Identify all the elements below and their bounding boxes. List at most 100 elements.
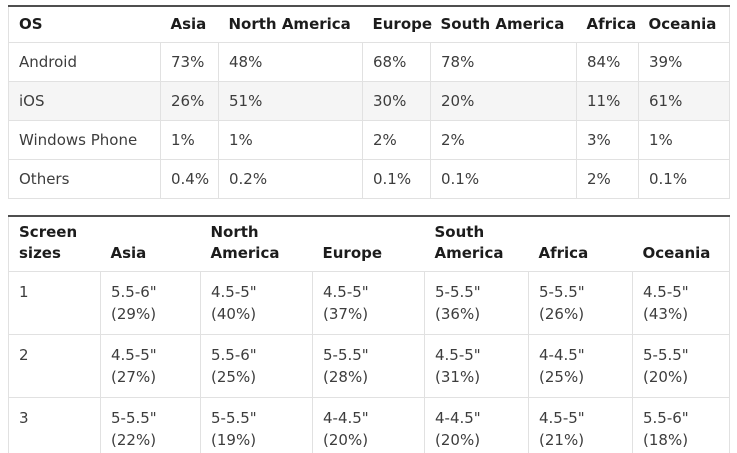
size-range: 5-5.5"	[435, 283, 481, 301]
size-share: (36%)	[435, 305, 481, 323]
value-cell: 11%	[576, 81, 639, 121]
size-range: 5-5.5"	[643, 346, 689, 364]
size-range: 5-5.5"	[111, 409, 157, 427]
size-share: (28%)	[323, 368, 369, 386]
value-cell: 2%	[430, 120, 577, 160]
size-share: (20%)	[435, 431, 481, 449]
value-cell: 0.4%	[160, 159, 219, 199]
column-header-africa: Africa	[576, 6, 639, 43]
row-label-cell: 2	[8, 334, 101, 398]
size-share: (25%)	[539, 368, 585, 386]
size-share: (20%)	[643, 368, 689, 386]
row-label-cell: Android	[8, 42, 161, 82]
table-row-rank-2: 2 4.5-5" (27%) 5.5-6" (25%) 5-5.5" (28%)…	[8, 334, 730, 398]
column-header-oceania: Oceania	[632, 216, 730, 272]
size-cell: 5.5-6" (29%)	[100, 271, 201, 335]
size-cell: 4.5-5" (27%)	[100, 334, 201, 398]
size-cell: 5-5.5" (28%)	[312, 334, 425, 398]
os-table-header-row: OS Asia North America Europe South Ameri…	[8, 6, 730, 43]
size-share: (25%)	[211, 368, 257, 386]
value-cell: 73%	[160, 42, 219, 82]
row-label-cell: 3	[8, 397, 101, 453]
row-label-cell: Others	[8, 159, 161, 199]
size-range: 4-4.5"	[435, 409, 481, 427]
table-row-rank-3: 3 5-5.5" (22%) 5-5.5" (19%) 4-4.5" (20%)…	[8, 397, 730, 453]
value-cell: 26%	[160, 81, 219, 121]
size-range: 4-4.5"	[539, 346, 585, 364]
value-cell: 1%	[218, 120, 363, 160]
size-cell: 4.5-5" (37%)	[312, 271, 425, 335]
size-range: 5-5.5"	[211, 409, 257, 427]
size-share: (37%)	[323, 305, 369, 323]
table-row-others: Others 0.4% 0.2% 0.1% 0.1% 2% 0.1%	[8, 159, 730, 199]
value-cell: 68%	[362, 42, 431, 82]
value-cell: 20%	[430, 81, 577, 121]
column-header-oceania: Oceania	[638, 6, 730, 43]
size-share: (29%)	[111, 305, 157, 323]
size-cell: 5-5.5" (19%)	[200, 397, 313, 453]
value-cell: 0.1%	[638, 159, 730, 199]
size-share: (19%)	[211, 431, 257, 449]
size-range: 5-5.5"	[323, 346, 369, 364]
os-table: OS Asia North America Europe South Ameri…	[8, 5, 730, 199]
size-range: 4.5-5"	[323, 283, 369, 301]
value-cell: 0.1%	[430, 159, 577, 199]
size-cell: 5-5.5" (20%)	[632, 334, 730, 398]
size-range: 4.5-5"	[643, 283, 689, 301]
value-cell: 2%	[576, 159, 639, 199]
column-header-europe: Europe	[312, 216, 425, 272]
row-label-cell: 1	[8, 271, 101, 335]
row-label-cell: iOS	[8, 81, 161, 121]
size-share: (22%)	[111, 431, 157, 449]
size-range: 5.5-6"	[211, 346, 257, 364]
column-header-africa: Africa	[528, 216, 633, 272]
screen-table-header-row: Screen sizes Asia North America Europe S…	[8, 216, 730, 272]
size-cell: 4-4.5" (20%)	[424, 397, 529, 453]
value-cell: 0.2%	[218, 159, 363, 199]
size-cell: 5.5-6" (18%)	[632, 397, 730, 453]
size-cell: 4.5-5" (21%)	[528, 397, 633, 453]
size-share: (18%)	[643, 431, 689, 449]
value-cell: 3%	[576, 120, 639, 160]
size-range: 4-4.5"	[323, 409, 369, 427]
value-cell: 0.1%	[362, 159, 431, 199]
size-share: (20%)	[323, 431, 369, 449]
size-cell: 4-4.5" (25%)	[528, 334, 633, 398]
column-header-south-america: South America	[424, 216, 529, 272]
table-row-rank-1: 1 5.5-6" (29%) 4.5-5" (40%) 4.5-5" (37%)…	[8, 271, 730, 335]
table-row-windows-phone: Windows Phone 1% 1% 2% 2% 3% 1%	[8, 120, 730, 160]
row-label-cell: Windows Phone	[8, 120, 161, 160]
size-range: 5.5-6"	[643, 409, 689, 427]
size-cell: 4.5-5" (43%)	[632, 271, 730, 335]
size-cell: 5-5.5" (26%)	[528, 271, 633, 335]
screen-sizes-table: Screen sizes Asia North America Europe S…	[8, 215, 730, 453]
size-range: 5.5-6"	[111, 283, 157, 301]
column-header-os: OS	[8, 6, 161, 43]
size-range: 4.5-5"	[539, 409, 585, 427]
size-share: (27%)	[111, 368, 157, 386]
value-cell: 1%	[638, 120, 730, 160]
size-range: 5-5.5"	[539, 283, 585, 301]
column-header-screen-sizes: Screen sizes	[8, 216, 101, 272]
size-range: 4.5-5"	[111, 346, 157, 364]
size-range: 4.5-5"	[435, 346, 481, 364]
column-header-asia: Asia	[160, 6, 219, 43]
size-share: (43%)	[643, 305, 689, 323]
column-header-north-america: North America	[200, 216, 313, 272]
column-header-europe: Europe	[362, 6, 432, 43]
table-row-android: Android 73% 48% 68% 78% 84% 39%	[8, 42, 730, 82]
size-cell: 5.5-6" (25%)	[200, 334, 313, 398]
size-share: (40%)	[211, 305, 257, 323]
column-header-north-america: North America	[218, 6, 363, 43]
size-range: 4.5-5"	[211, 283, 257, 301]
value-cell: 1%	[160, 120, 219, 160]
value-cell: 2%	[362, 120, 431, 160]
column-header-south-america: South America	[430, 6, 577, 43]
value-cell: 48%	[218, 42, 363, 82]
size-share: (26%)	[539, 305, 585, 323]
size-cell: 5-5.5" (22%)	[100, 397, 201, 453]
size-cell: 4.5-5" (40%)	[200, 271, 313, 335]
size-cell: 4.5-5" (31%)	[424, 334, 529, 398]
value-cell: 84%	[576, 42, 639, 82]
